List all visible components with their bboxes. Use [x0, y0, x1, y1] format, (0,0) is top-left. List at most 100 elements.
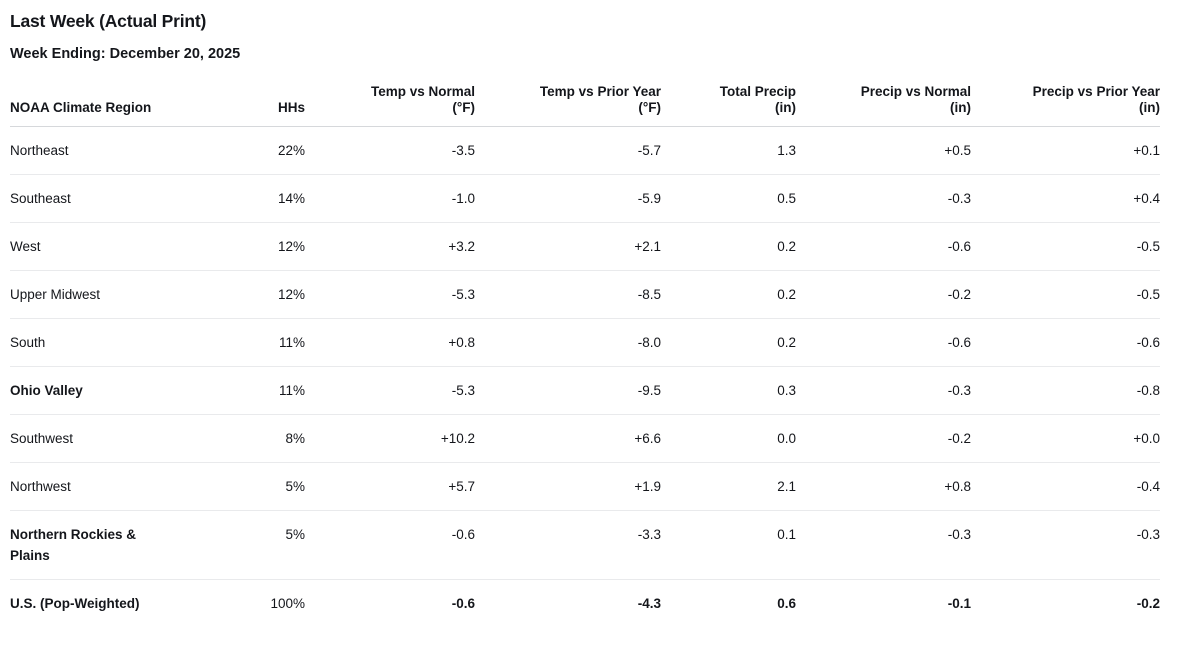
cell-total-precip: 1.3: [661, 126, 796, 175]
cell-precip-vs-prior-year: -0.2: [1136, 596, 1160, 611]
table-row: Northeast 22% -3.5 -5.7 1.3 +0.5 +0.1: [10, 126, 1160, 175]
cell-temp-vs-normal: -5.3: [305, 270, 475, 319]
cell-region: South: [10, 318, 160, 367]
table-body: Northeast 22% -3.5 -5.7 1.3 +0.5 +0.1 Southeast…: [10, 126, 1160, 628]
cell-hhs: 100%: [270, 596, 305, 611]
cell-temp-vs-normal: -0.6: [451, 596, 475, 611]
cell-temp-vs-normal: -1.0: [305, 174, 475, 223]
column-header-precip-vs-normal: Precip vs Normal (in): [796, 64, 971, 127]
cell-temp-vs-prior-year: -8.5: [475, 270, 661, 319]
cell-hhs: 14%: [160, 174, 305, 223]
cell-total-precip: 0.3: [661, 366, 796, 415]
cell-hhs: 12%: [160, 222, 305, 271]
table-row: South 11% +0.8 -8.0 0.2 -0.6 -0.6: [10, 318, 1160, 367]
column-label: Precip vs Prior Year: [1032, 84, 1160, 99]
column-header-region: NOAA Climate Region: [10, 64, 160, 127]
column-header-total-precip: Total Precip (in): [661, 64, 796, 127]
column-label: NOAA Climate Region: [10, 100, 152, 115]
cell-precip-vs-normal: -0.2: [796, 414, 971, 463]
cell-hhs: 12%: [160, 270, 305, 319]
column-unit: (in): [1139, 100, 1160, 115]
table-row: U.S. (Pop-Weighted) 100% -0.6 -4.3 0.6 -0.1 -0…: [10, 580, 1160, 628]
column-unit: (in): [775, 100, 796, 115]
week-ending-label: Week Ending: December 20, 2025: [10, 46, 241, 62]
column-label: HHs: [277, 100, 305, 115]
cell-temp-vs-normal: +0.8: [305, 318, 475, 367]
cell-precip-vs-normal: -0.3: [796, 366, 971, 415]
cell-temp-vs-normal: -0.6: [305, 510, 475, 580]
cell-precip-vs-normal: -0.1: [947, 596, 971, 611]
column-header-hhs: HHs: [160, 64, 305, 127]
cell-temp-vs-prior-year: +2.1: [475, 222, 661, 271]
cell-hhs: 11%: [160, 318, 305, 367]
table-row: Southwest 8% +10.2 +6.6 0.0 -0.2 +0.0: [10, 414, 1160, 463]
table-row: Northern Rockies & Plains 5% -0.6 -3.3 0.1 -0…: [10, 510, 1160, 580]
cell-temp-vs-prior-year: -4.3: [637, 596, 661, 611]
page-title: Last Week (Actual Print): [10, 11, 207, 31]
table-row: Southeast 14% -1.0 -5.9 0.5 -0.3 +0.4: [10, 174, 1160, 223]
cell-precip-vs-normal: +0.5: [796, 126, 971, 175]
cell-temp-vs-normal: +3.2: [305, 222, 475, 271]
cell-total-precip: 0.6: [777, 596, 796, 611]
column-label: Temp vs Prior Year: [539, 84, 661, 99]
column-label: Temp vs Normal: [370, 84, 475, 99]
cell-precip-vs-prior-year: -0.3: [971, 510, 1160, 580]
column-label: Precip vs Normal: [860, 84, 971, 99]
cell-total-precip: 0.2: [661, 318, 796, 367]
cell-region: Southeast: [10, 174, 160, 223]
cell-total-precip: 0.1: [661, 510, 796, 580]
cell-total-precip: 0.2: [661, 270, 796, 319]
column-unit: (in): [950, 100, 971, 115]
cell-precip-vs-prior-year: +0.4: [971, 174, 1160, 223]
column-unit: (°F): [638, 100, 661, 115]
cell-region: Ohio Valley: [10, 366, 160, 415]
cell-temp-vs-normal: +5.7: [305, 462, 475, 511]
cell-temp-vs-prior-year: -9.5: [475, 366, 661, 415]
cell-total-precip: 0.5: [661, 174, 796, 223]
cell-temp-vs-normal: +10.2: [305, 414, 475, 463]
table-header-row: NOAA Climate Region HHs Temp vs Normal (…: [10, 64, 1160, 127]
cell-total-precip: 0.2: [661, 222, 796, 271]
cell-region: Northern Rockies & Plains: [10, 510, 160, 580]
cell-precip-vs-prior-year: -0.6: [971, 318, 1160, 367]
cell-precip-vs-prior-year: -0.4: [971, 462, 1160, 511]
cell-precip-vs-normal: -0.3: [796, 174, 971, 223]
cell-region: Upper Midwest: [10, 270, 160, 319]
cell-region: Northwest: [10, 462, 160, 511]
cell-precip-vs-normal: +0.8: [796, 462, 971, 511]
cell-region: Southwest: [10, 414, 160, 463]
column-unit: (°F): [452, 100, 475, 115]
cell-temp-vs-prior-year: -3.3: [475, 510, 661, 580]
cell-temp-vs-prior-year: +1.9: [475, 462, 661, 511]
column-header-precip-vs-prior-year: Precip vs Prior Year (in): [971, 64, 1160, 127]
cell-temp-vs-prior-year: -5.9: [475, 174, 661, 223]
cell-precip-vs-normal: -0.2: [796, 270, 971, 319]
cell-precip-vs-normal: -0.3: [796, 510, 971, 580]
cell-temp-vs-normal: -3.5: [305, 126, 475, 175]
table-row: West 12% +3.2 +2.1 0.2 -0.6 -0.5: [10, 222, 1160, 271]
cell-precip-vs-prior-year: -0.5: [971, 222, 1160, 271]
cell-region: Northeast: [10, 126, 160, 175]
cell-precip-vs-normal: -0.6: [796, 318, 971, 367]
cell-temp-vs-normal: -5.3: [305, 366, 475, 415]
cell-hhs: 11%: [160, 366, 305, 415]
cell-region: U.S. (Pop-Weighted): [10, 596, 140, 611]
cell-precip-vs-prior-year: -0.8: [971, 366, 1160, 415]
cell-total-precip: 2.1: [661, 462, 796, 511]
cell-hhs: 5%: [160, 510, 305, 580]
column-label: Total Precip: [719, 84, 796, 99]
cell-precip-vs-prior-year: -0.5: [971, 270, 1160, 319]
cell-precip-vs-prior-year: +0.1: [971, 126, 1160, 175]
cell-hhs: 8%: [160, 414, 305, 463]
cell-temp-vs-prior-year: -5.7: [475, 126, 661, 175]
cell-region: West: [10, 222, 160, 271]
column-header-temp-vs-normal: Temp vs Normal (°F): [305, 64, 475, 127]
cell-hhs: 5%: [160, 462, 305, 511]
cell-total-precip: 0.0: [661, 414, 796, 463]
cell-temp-vs-prior-year: -8.0: [475, 318, 661, 367]
table-row: Ohio Valley 11% -5.3 -9.5 0.3 -0.3 -0.8: [10, 366, 1160, 415]
cell-precip-vs-prior-year: +0.0: [971, 414, 1160, 463]
column-header-temp-vs-prior-year: Temp vs Prior Year (°F): [475, 64, 661, 127]
climate-region-table: NOAA Climate Region HHs Temp vs Normal (…: [10, 64, 1160, 627]
